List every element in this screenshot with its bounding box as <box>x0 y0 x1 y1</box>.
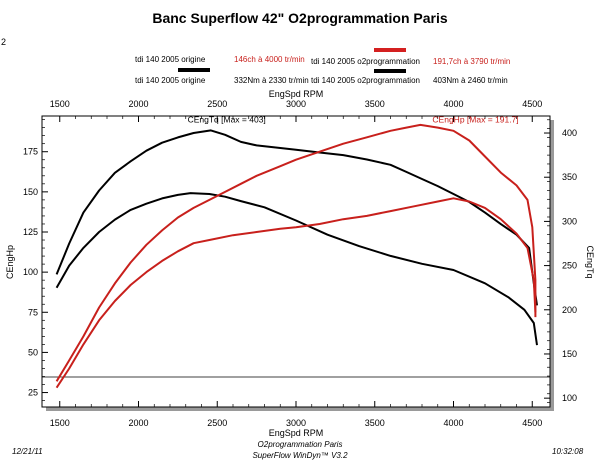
legend-label-o2-power: tdi 140 2005 o2programmation <box>311 57 420 66</box>
x-tick-label-bottom: 1500 <box>50 418 70 428</box>
x-tick-label-bottom: 3000 <box>286 418 306 428</box>
legend-label-origine-power: tdi 140 2005 origine <box>135 55 206 64</box>
legend-label-o2-torque: tdi 140 2005 o2programmation <box>311 76 420 85</box>
series-line-3 <box>55 123 537 382</box>
y-left-tick-label: 175 <box>23 147 38 157</box>
x-tick-label-top: 3000 <box>286 99 306 109</box>
x-tick-label-bottom: 4000 <box>443 418 463 428</box>
y-left-tick-label: 100 <box>23 267 38 277</box>
legend-swatch-origine-power <box>178 68 210 72</box>
x-axis-label-bottom: EngSpd RPM <box>269 428 324 438</box>
x-tick-label-top: 1500 <box>50 99 70 109</box>
x-tick-label-top: 2500 <box>207 99 227 109</box>
footer-line1: O2programmation Paris <box>257 440 343 449</box>
series-line-2 <box>55 192 538 346</box>
y-left-tick-label: 150 <box>23 187 38 197</box>
x-tick-label-bottom: 4500 <box>522 418 542 428</box>
y-right-tick-label: 100 <box>562 393 577 403</box>
x-tick-label-top: 3500 <box>365 99 385 109</box>
y-left-axis-label: CEngHp <box>5 245 15 279</box>
legend-label-origine-torque: tdi 140 2005 origine <box>135 76 206 85</box>
x-tick-label-bottom: 2500 <box>207 418 227 428</box>
series-line-1 <box>55 129 538 306</box>
footer-date: 12/21/11 <box>12 447 43 456</box>
x-tick-label-bottom: 3500 <box>365 418 385 428</box>
annotation-hp-max: CEngHp [Max = 191.7] <box>432 115 518 125</box>
series-line-4 <box>55 197 537 389</box>
x-tick-label-bottom: 2000 <box>128 418 148 428</box>
legend-swatch-o2-power <box>374 48 406 52</box>
y-left-tick-label: 50 <box>28 347 38 357</box>
legend-value-o2-power: 191,7ch à 3790 tr/min <box>433 57 511 66</box>
legend-value-origine-torque: 332Nm à 2330 tr/min <box>234 76 309 85</box>
chart-title: Banc Superflow 42" O2programmation Paris <box>152 10 448 26</box>
y-left-tick-label: 75 <box>28 307 38 317</box>
x-tick-label-top: 2000 <box>128 99 148 109</box>
footer-line2: SuperFlow WinDyn™ V3.2 <box>252 451 348 460</box>
y-left-tick-label: 25 <box>28 388 38 398</box>
annotation-torque-max: CEngTq [Max = 403] <box>188 115 266 125</box>
y-right-tick-label: 150 <box>562 349 577 359</box>
y-right-tick-label: 300 <box>562 216 577 226</box>
x-axis-label: EngSpd RPM <box>269 89 324 99</box>
y-left-tick-label: 125 <box>23 227 38 237</box>
legend-value-origine-power: 146ch à 4000 tr/min <box>234 55 305 64</box>
y-right-tick-label: 200 <box>562 305 577 315</box>
corner-mark: 2 <box>1 37 7 47</box>
footer-time: 10:32:08 <box>552 447 584 456</box>
legend-swatch-o2-torque <box>374 69 406 73</box>
legend-value-o2-torque: 403Nm à 2460 tr/min <box>433 76 508 85</box>
y-right-tick-label: 350 <box>562 172 577 182</box>
y-right-axis-label: CEngTq <box>585 245 595 278</box>
y-right-tick-label: 400 <box>562 128 577 138</box>
y-right-tick-label: 250 <box>562 261 577 271</box>
x-tick-label-top: 4000 <box>443 99 463 109</box>
x-tick-label-top: 4500 <box>522 99 542 109</box>
